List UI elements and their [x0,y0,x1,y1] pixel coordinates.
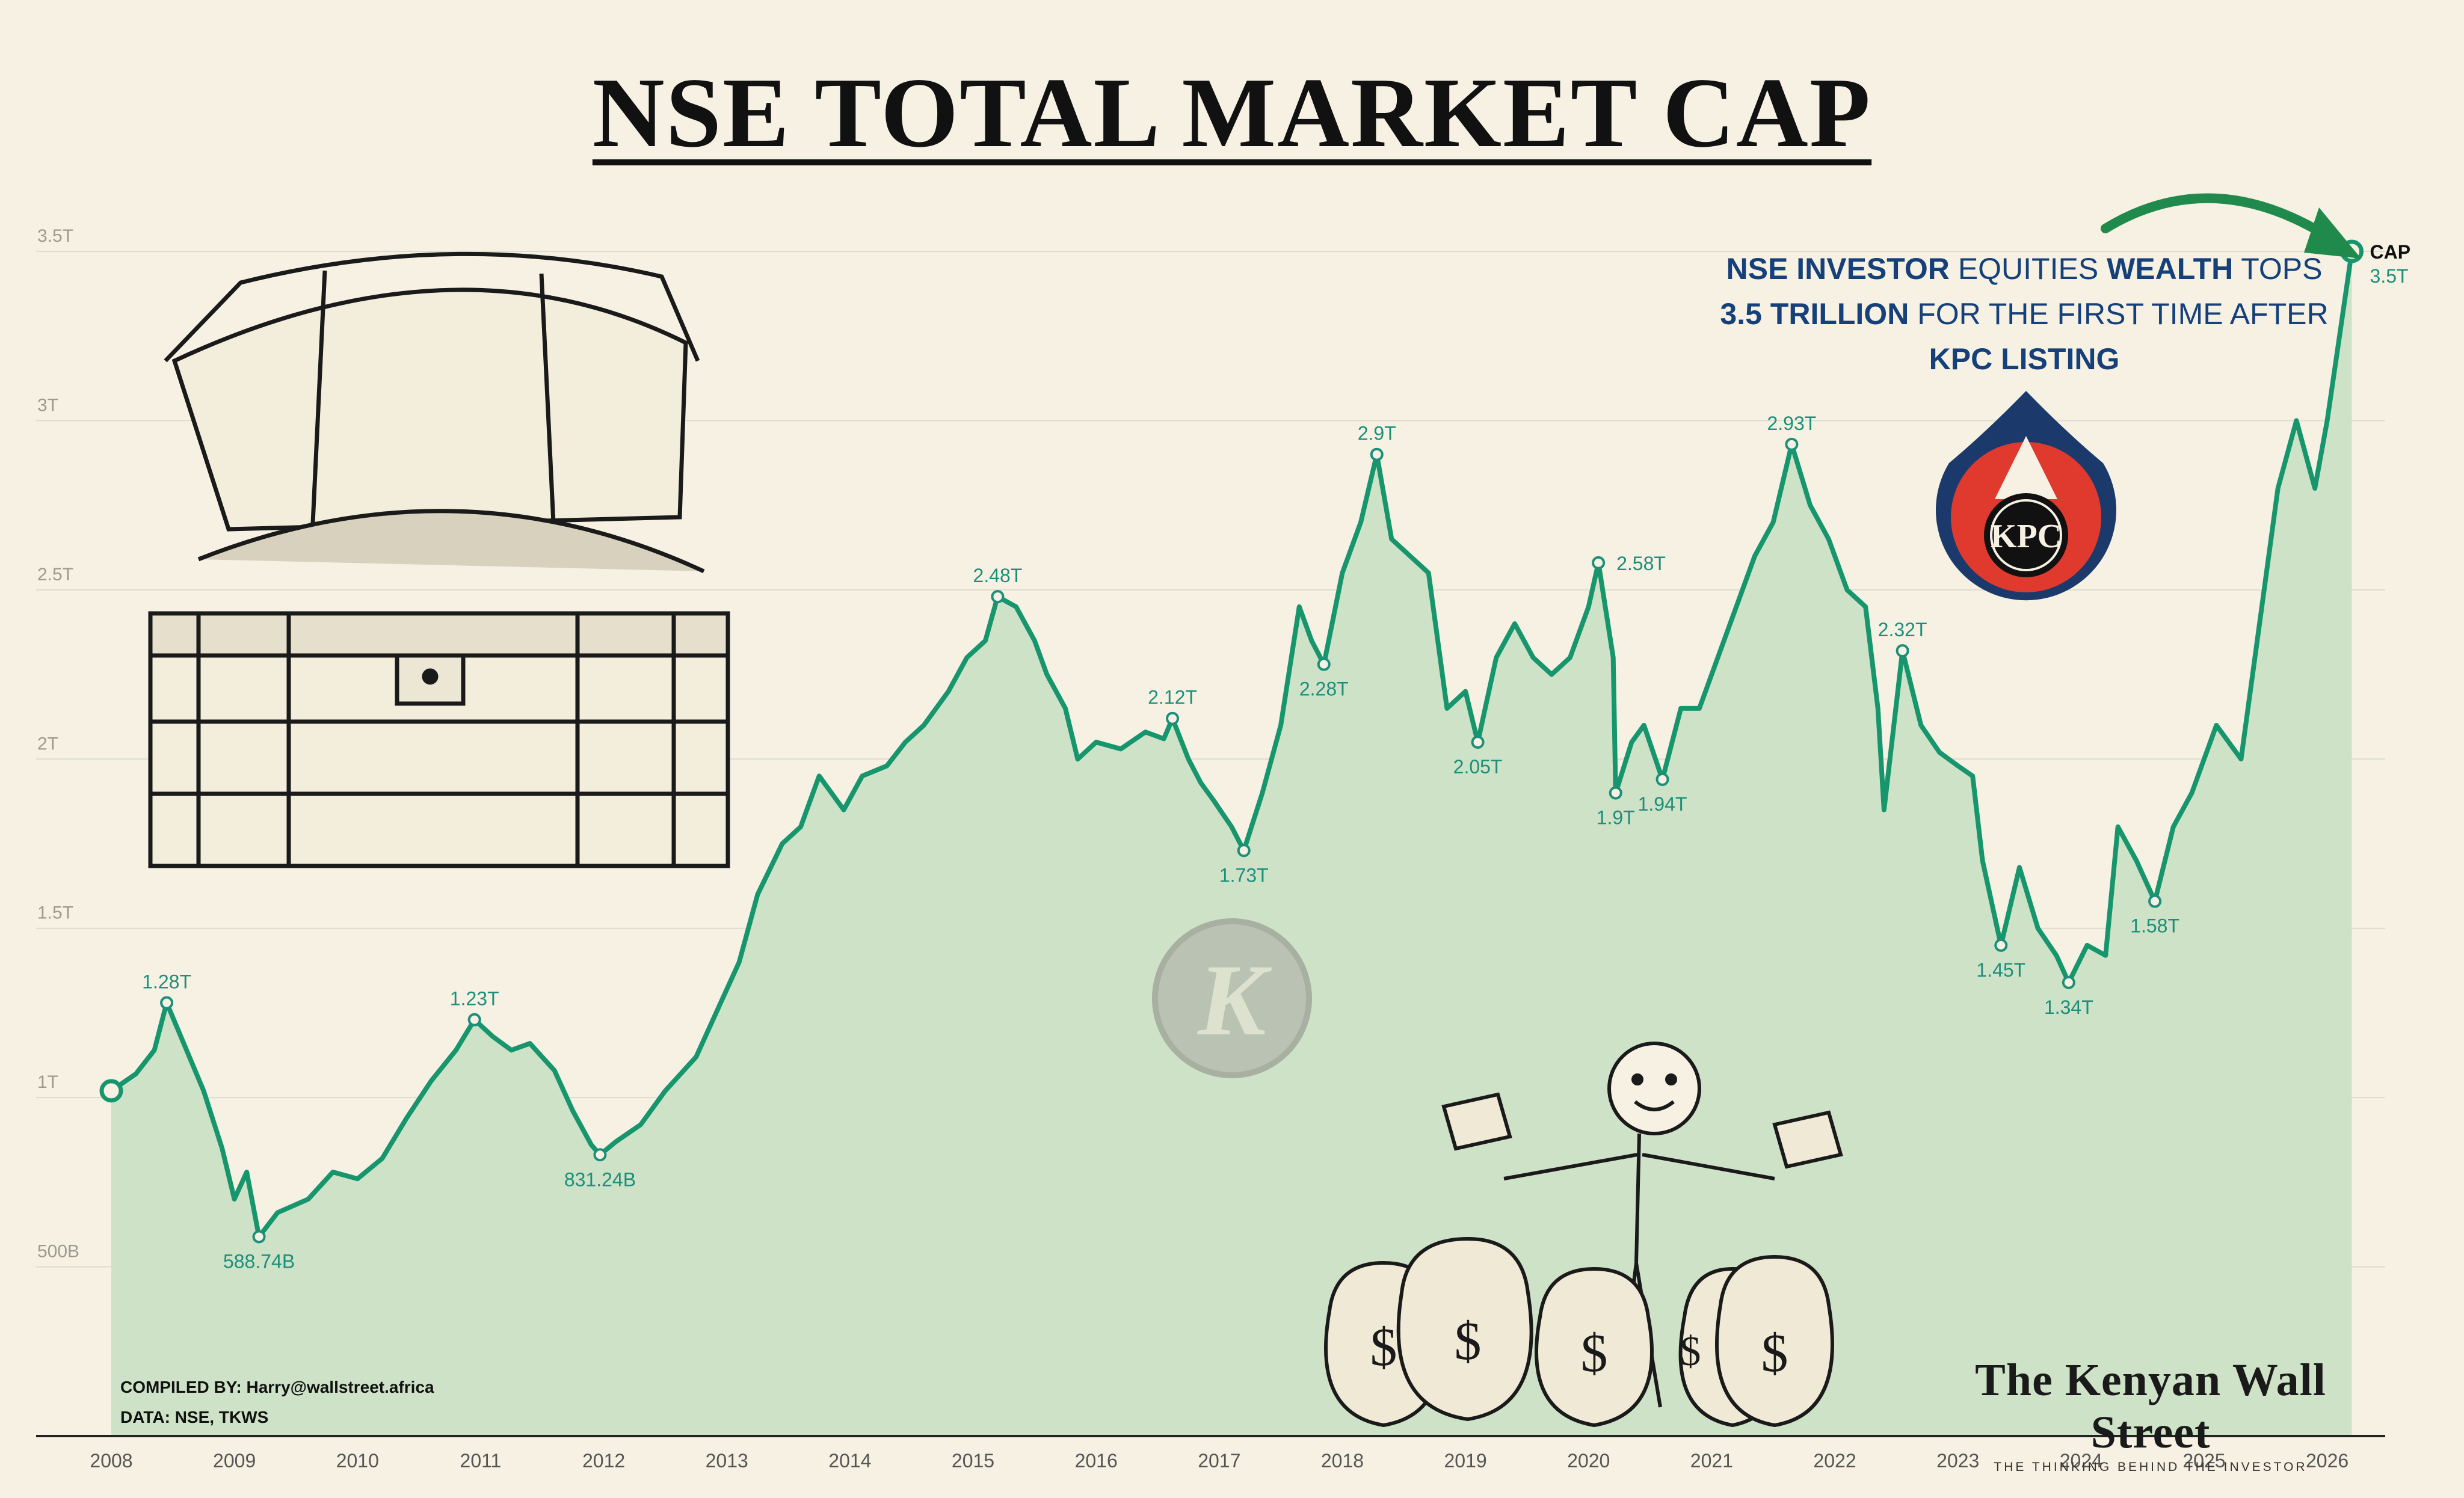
brand-name: The Kenyan Wall Street [1975,1355,2326,1458]
annotation-marker [1656,773,1669,787]
annotation-marker [1785,437,1799,451]
annotation-marker [593,1148,607,1162]
annotation-label: 2.9T [1358,423,1396,444]
y-tick-label: 2T [37,734,58,754]
watermark-letter: K [1197,944,1272,1057]
x-tick-label: 2012 [582,1450,625,1472]
x-tick-label: 2017 [1198,1450,1240,1472]
annotation-marker [991,590,1005,604]
brand-tagline: THE THINKING BEHIND THE INVESTOR [1994,1460,2308,1474]
headline-bold-5: 3.5 TRILLION [1720,297,1909,331]
y-tick-label: 1T [37,1072,58,1092]
annotation-label: 2.32T [1878,619,1927,640]
x-tick-label: 2009 [213,1450,256,1472]
dollar-sign-icon: $ [1680,1328,1701,1375]
annotation-label: 588.74B [223,1250,295,1272]
x-tick-label: 2020 [1567,1450,1610,1472]
end-value-label: 3.5T [2370,265,2409,287]
annotation-marker [1237,844,1251,858]
dollar-sign-icon: $ [1761,1324,1788,1383]
headline-bold-1: NSE INVESTOR [1726,252,1950,286]
annotation-marker [1370,447,1384,461]
start-point-marker [99,1079,123,1103]
annotation-label: 2.05T [1453,756,1503,778]
x-tick-label: 2025 [2182,1450,2225,1472]
x-tick-label: 2011 [460,1450,502,1472]
annotation-label: 1.9T [1597,807,1635,829]
x-tick-label: 2022 [1813,1450,1856,1472]
x-tick-label: 2010 [336,1450,379,1472]
x-tick-label: 2023 [1936,1450,1979,1472]
annotation-marker [1317,657,1331,671]
y-tick-label: 500B [37,1242,79,1262]
headline-text-2: EQUITIES [1949,252,2107,286]
x-tick-label: 2019 [1444,1450,1486,1472]
annotation-label: 2.58T [1616,553,1666,574]
annotation-marker [2148,894,2162,908]
y-tick-label: 3T [37,395,58,415]
kpc-logo: KPC [1936,391,2116,601]
annotation-marker [467,1013,481,1027]
y-tick-label: 3.5T [37,226,73,246]
headline-text-6: FOR THE FIRST TIME AFTER [1909,297,2329,331]
annotation-label: 2.28T [1299,678,1349,700]
annotation-label: 1.23T [450,988,499,1010]
annotation-label: 2.12T [1148,687,1197,708]
dollar-sign-icon: $ [1455,1312,1482,1371]
watermark-logo: K [1152,918,1312,1078]
annotation-marker [1994,938,2008,952]
compiled-by: COMPILED BY: Harry@wallstreet.africa [120,1378,434,1396]
kpc-logo-text: KPC [1991,518,2062,555]
annotation-marker [1592,556,1606,569]
annotation-label: 2.48T [973,565,1023,586]
x-tick-label: 2016 [1075,1450,1118,1472]
annotation-label: 1.58T [2130,915,2179,937]
headline-text-4: TOPS [2233,252,2323,286]
headline-annotation: NSE INVESTOR EQUITIES WEALTH TOPS 3.5 TR… [1618,247,2430,382]
x-tick-label: 2026 [2306,1450,2348,1472]
annotation-marker [252,1230,266,1244]
annotation-label: 1.73T [1219,864,1269,886]
annotation-marker [2062,975,2075,989]
y-axis-labels: 500B 1T 1.5T 2T 2.5T 3T 3.5T [37,226,79,1262]
annotation-label: 2.93T [1767,413,1816,434]
end-series-name: CAP [2370,241,2411,263]
x-axis-labels: 2008 2009 2010 2011 2012 2013 2014 2015 2016 2017… [90,1450,2348,1472]
headline-bold-3: WEALTH [2107,252,2234,286]
x-tick-label: 2021 [1690,1450,1733,1472]
market-cap-line [109,251,2355,1239]
stick-figure-money-illustration: $ $ $ $ $ [1324,1042,1843,1428]
curved-arrow-icon [2101,193,2361,259]
headline-bold-7: KPC LISTING [1929,342,2120,376]
dollar-sign-icon: $ [1581,1324,1608,1383]
y-tick-label: 2.5T [37,565,73,585]
x-tick-label: 2015 [952,1450,994,1472]
annotation-label: 1.94T [1638,793,1687,815]
data-source: DATA: NSE, TKWS [120,1408,269,1426]
treasure-chest-illustration [148,251,730,868]
annotation-marker [1471,735,1485,749]
chart-title: NSE TOTAL MARKET CAP [592,57,1872,168]
brand-logo: The Kenyan Wall Street THE THINKING BEHI… [1940,1354,2361,1475]
x-tick-label: 2024 [2060,1450,2102,1472]
annotation-label: 831.24B [564,1168,636,1190]
annotation-marker [1609,786,1622,800]
annotation-marker [1896,644,1909,658]
annotation-marker [160,996,174,1010]
annotation-label: 1.28T [142,971,191,993]
annotation-label: 1.34T [2044,996,2093,1018]
y-tick-label: 1.5T [37,903,73,923]
x-tick-label: 2018 [1321,1450,1364,1472]
annotation-label: 1.45T [1976,959,2025,981]
x-tick-label: 2008 [90,1450,132,1472]
dollar-sign-icon: $ [1370,1318,1397,1377]
annotation-marker [1166,711,1180,725]
x-tick-label: 2014 [828,1450,871,1472]
credits: COMPILED BY: Harry@wallstreet.africa DAT… [120,1372,434,1432]
peak-trough-annotations: 1.28T 588.74B 1.23T 831.24B 2.48T 2.12T 1.73T 2… [142,413,2179,1272]
x-tick-label: 2013 [706,1450,748,1472]
